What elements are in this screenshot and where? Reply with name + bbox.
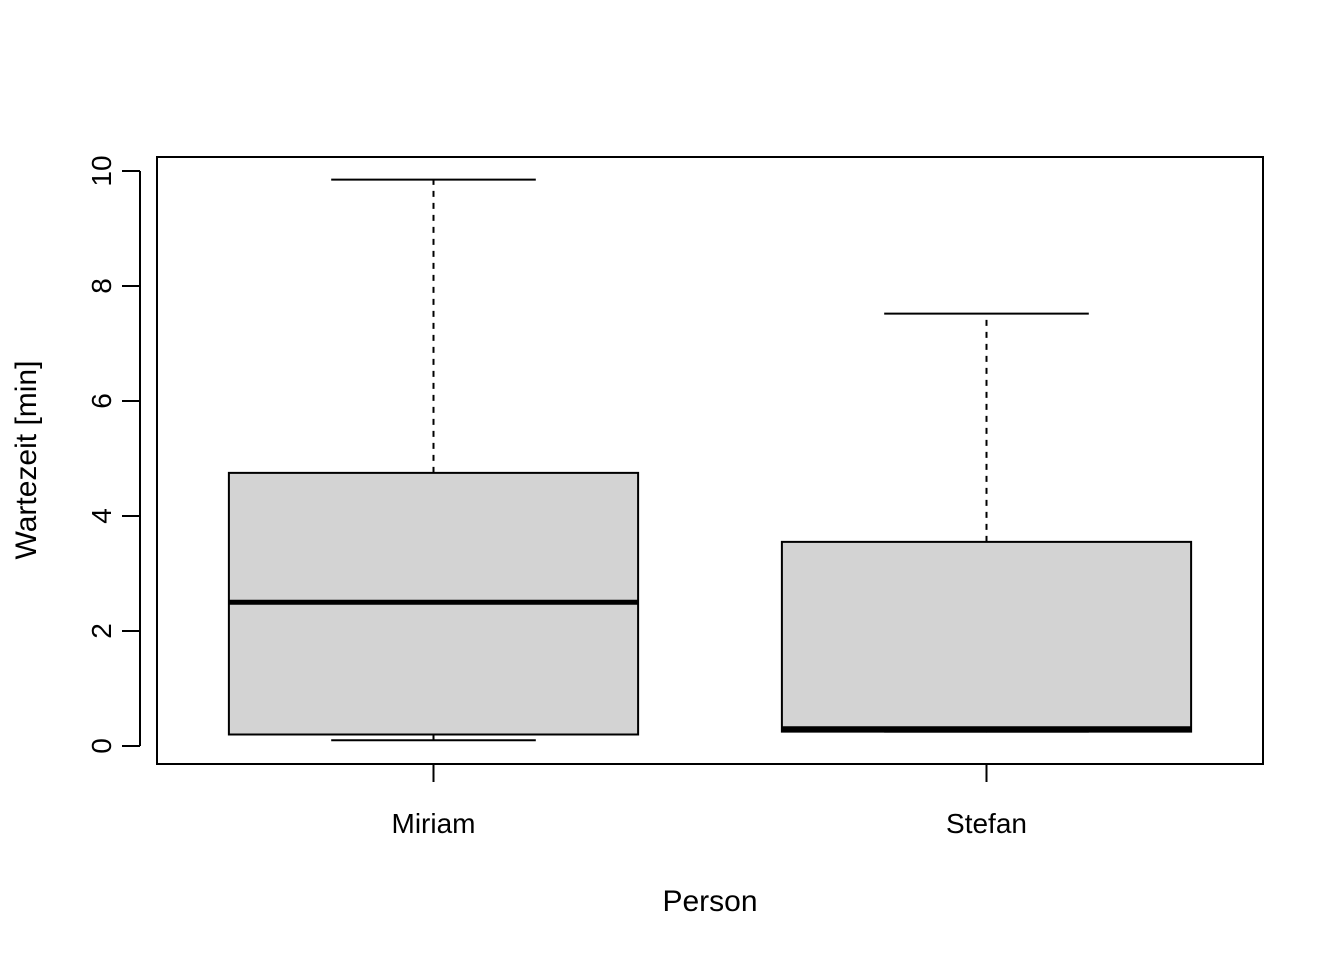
y-tick-label: 10 bbox=[86, 155, 117, 186]
boxes bbox=[227, 178, 1193, 742]
box-group bbox=[227, 178, 640, 742]
y-tick-label: 8 bbox=[86, 278, 117, 294]
x-tick-label: Stefan bbox=[946, 808, 1027, 839]
x-axis-label: Person bbox=[662, 885, 757, 918]
y-axis: 0 2 4 6 8 10 bbox=[86, 155, 141, 754]
x-tick-label: Miriam bbox=[392, 808, 476, 839]
plot-frame bbox=[156, 156, 1264, 765]
iqr-box bbox=[780, 540, 1193, 733]
y-tick-label: 6 bbox=[86, 393, 117, 409]
y-tick-label: 4 bbox=[86, 508, 117, 524]
x-axis: Miriam Stefan bbox=[392, 764, 1027, 839]
y-tick-label: 0 bbox=[86, 738, 117, 754]
y-tick-label: 2 bbox=[86, 623, 117, 639]
y-axis-label: Wartezeit [min] bbox=[10, 361, 43, 560]
box-group bbox=[780, 312, 1193, 733]
